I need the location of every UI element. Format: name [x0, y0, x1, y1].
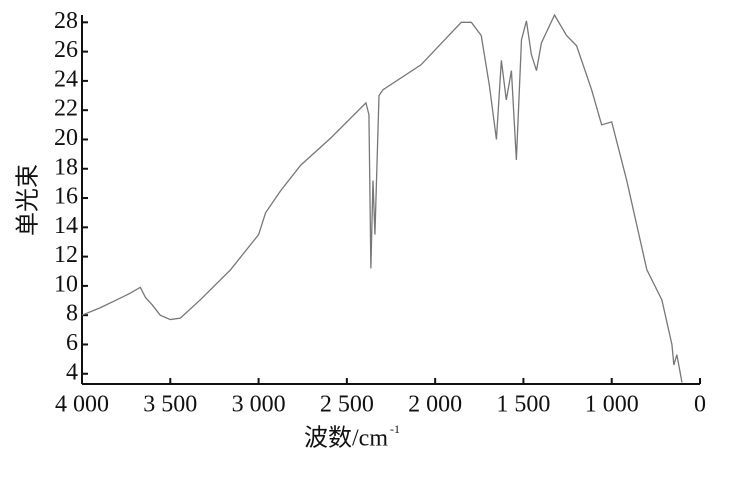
y-tick-label: 6: [66, 330, 78, 356]
y-tick-label: 4: [66, 359, 78, 385]
y-tick-label: 16: [54, 184, 78, 210]
spectrum-line: [81, 13, 683, 383]
y-tick-label: 8: [66, 301, 78, 327]
y-tick-label: 26: [54, 37, 78, 63]
y-tick-label: 20: [54, 125, 78, 151]
y-axis-label: 单光束: [15, 164, 42, 236]
y-tick-label: 18: [54, 154, 78, 180]
x-tick-label: 3 500: [143, 392, 197, 418]
x-axis-label-superscript: -1: [390, 422, 400, 436]
x-axis-label: 波数/cm: [304, 425, 388, 452]
x-tick-label: 1 000: [585, 392, 639, 418]
x-tick-label: 4 000: [55, 392, 109, 418]
y-tick-label: 10: [54, 271, 78, 297]
x-tick-label: 3 000: [232, 392, 286, 418]
y-tick-label: 28: [54, 8, 78, 34]
x-tick-label: 1 500: [496, 392, 550, 418]
x-tick-label: 2 000: [408, 392, 462, 418]
y-tick-label: 12: [54, 242, 78, 268]
y-tick-label: 24: [54, 66, 78, 92]
x-tick-label: 2 500: [320, 392, 374, 418]
y-tick-label: 22: [54, 96, 78, 122]
x-tick-label: 0: [694, 392, 706, 418]
y-tick-label: 14: [54, 213, 78, 239]
